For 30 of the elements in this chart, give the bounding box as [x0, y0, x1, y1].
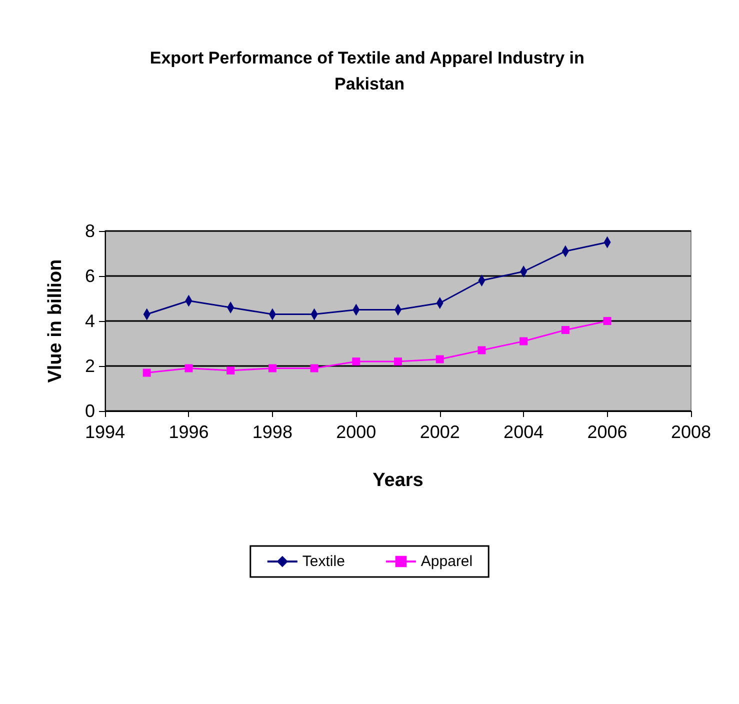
y-axis-title: Vlue in billion	[45, 259, 66, 383]
point	[520, 337, 528, 346]
point	[561, 326, 570, 334]
y-tick-label: 0	[84, 401, 95, 421]
point	[310, 364, 318, 372]
point	[352, 358, 360, 366]
point	[142, 368, 151, 377]
chart-title: Export Performance of Textile and Apparel Industry in Pakistan	[150, 48, 590, 94]
y-tick-label: 4	[84, 311, 95, 331]
x-tick-label: 2004	[504, 422, 544, 442]
y-tick-label: 8	[84, 221, 95, 241]
point	[184, 364, 193, 372]
y-tick-label: 2	[84, 356, 95, 376]
x-tick-label: 1998	[252, 422, 292, 442]
x-tick-label: 1994	[84, 422, 126, 442]
x-tick-label: 2002	[420, 422, 460, 442]
x-tick-label: 1996	[168, 422, 209, 442]
x-tick-label: 2006	[587, 422, 628, 442]
point	[268, 364, 276, 372]
y-tick-label: 6	[84, 266, 95, 286]
legend-label: Textile	[302, 553, 345, 570]
point	[478, 346, 486, 354]
x-tick-label: 2000	[336, 422, 376, 442]
x-tick-label: 2008	[670, 422, 712, 442]
legend-label: Apparel	[420, 553, 473, 570]
x-axis-title: Years	[372, 470, 424, 491]
point	[436, 355, 444, 364]
point	[603, 317, 612, 325]
point	[394, 358, 402, 366]
point	[226, 366, 235, 374]
